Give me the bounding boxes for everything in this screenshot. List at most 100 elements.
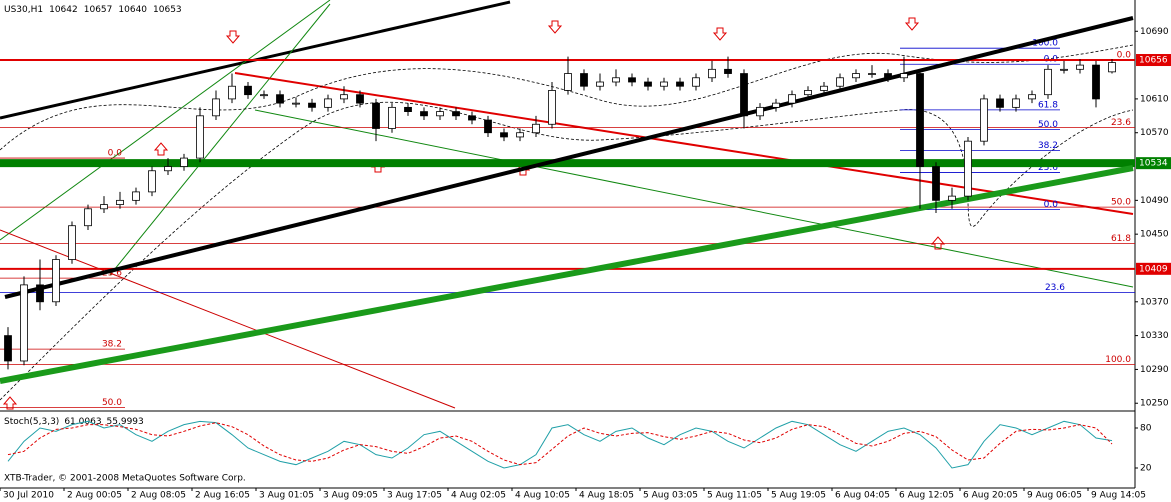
candle-body xyxy=(1012,98,1020,108)
fib-label: 23.6 xyxy=(1111,118,1131,128)
x-tick-label: 4 Aug 02:05 xyxy=(451,491,506,501)
y-tick-label: 10250 xyxy=(1140,399,1169,409)
y-tick-label: 10330 xyxy=(1140,331,1169,341)
x-tick-label: 3 Aug 01:05 xyxy=(259,491,314,501)
candle-body xyxy=(628,77,636,83)
x-tick-label: 6 Aug 12:05 xyxy=(899,491,954,501)
x-tick-label: 2 Aug 08:05 xyxy=(131,491,186,501)
level-label: 10656 xyxy=(1139,56,1168,66)
x-tick-label: 4 Aug 10:05 xyxy=(515,491,570,501)
x-tick-label: 6 Aug 04:05 xyxy=(835,491,890,501)
candle-body xyxy=(452,111,460,117)
candle-body xyxy=(68,225,76,260)
candle-body xyxy=(436,111,444,117)
candle-body xyxy=(52,259,60,303)
candle-body xyxy=(324,98,332,108)
candle-body xyxy=(676,81,684,87)
indicator-line xyxy=(7,422,1113,466)
candle-body xyxy=(1028,94,1036,100)
candle-body xyxy=(212,98,220,117)
candle-body xyxy=(196,115,204,159)
fib-label: 50.0 xyxy=(102,398,122,408)
candle-body xyxy=(500,132,508,138)
candle-body xyxy=(484,119,492,134)
x-tick-label: 30 Jul 2010 xyxy=(3,491,54,501)
x-tick-label: 3 Aug 17:05 xyxy=(387,491,442,501)
candle-body xyxy=(948,195,956,201)
fib-label: 23.6 xyxy=(102,269,122,279)
candle-body xyxy=(756,106,764,117)
fib-label: 100.0 xyxy=(1032,39,1058,49)
candle-body xyxy=(244,85,252,96)
candle-body xyxy=(884,73,892,79)
x-tick-label: 2 Aug 16:05 xyxy=(195,491,250,501)
x-tick-label: 5 Aug 11:05 xyxy=(707,491,762,501)
candle-body xyxy=(772,102,780,108)
candle-body xyxy=(180,157,188,167)
y-tick-label: 10490 xyxy=(1140,196,1169,206)
trend-line xyxy=(0,165,1134,384)
level-label: 10409 xyxy=(1139,264,1168,274)
x-tick-label: 4 Aug 18:05 xyxy=(579,491,634,501)
level-tag xyxy=(1136,157,1171,170)
chart-title: US30,H1 10642 10657 10640 10653 xyxy=(4,5,182,15)
candle-body xyxy=(788,94,796,104)
x-tick-label: 5 Aug 19:05 xyxy=(771,491,826,501)
candle-body xyxy=(868,73,876,75)
candle-body xyxy=(1092,64,1100,100)
fib-label: 23.6 xyxy=(1038,163,1058,173)
candle-body xyxy=(388,106,396,129)
fib-label: 61.8 xyxy=(1038,100,1058,110)
candle-body xyxy=(836,77,844,87)
y-tick-label: 10450 xyxy=(1140,230,1169,240)
candle-body xyxy=(84,208,92,227)
x-tick-label: 3 Aug 09:05 xyxy=(323,491,378,501)
candle-body xyxy=(420,111,428,117)
indicator-line xyxy=(7,420,1113,469)
candle-body xyxy=(980,98,988,142)
title-part: 10653 xyxy=(153,5,182,15)
title-part: US30,H1 xyxy=(4,5,43,15)
candle-body xyxy=(900,73,908,79)
candle-body xyxy=(516,132,524,138)
candle-body xyxy=(372,102,380,129)
copyright: XTB-Trader, © 2001-2008 MetaQuotes Softw… xyxy=(4,474,246,484)
x-tick-label: 6 Aug 20:05 xyxy=(963,491,1018,501)
title-part: 10657 xyxy=(84,5,113,15)
candle-body xyxy=(100,204,108,210)
x-tick-label: 2 Aug 00:05 xyxy=(67,491,122,501)
candle-body xyxy=(964,140,972,197)
candle-body xyxy=(20,284,28,362)
candle-body xyxy=(916,73,924,167)
x-tick-label: 9 Aug 06:05 xyxy=(1027,491,1082,501)
indicator-tick-label: 80 xyxy=(1140,424,1152,434)
indicator-title-part: 55.9993 xyxy=(107,417,144,427)
fib-label: 38.2 xyxy=(1038,141,1058,151)
candle-body xyxy=(340,94,348,100)
level-tag xyxy=(1136,262,1171,275)
indicator-tick-label: 20 xyxy=(1140,464,1152,474)
candle-body xyxy=(228,85,236,100)
x-tick-label: 9 Aug 14:05 xyxy=(1091,491,1146,501)
fib-label: 38.2 xyxy=(102,340,122,350)
candle-body xyxy=(468,115,476,121)
level-label: 10534 xyxy=(1139,159,1168,169)
indicator-title: Stoch(5,3,3) 61.0063 55.9993 xyxy=(4,417,144,427)
y-tick-label: 10570 xyxy=(1140,128,1169,138)
candle-body xyxy=(1076,64,1084,70)
candle-body xyxy=(596,81,604,87)
main-trend-lines xyxy=(0,16,1134,384)
candle-body xyxy=(148,170,156,193)
fib-label: 23.6 xyxy=(1045,283,1065,293)
candle-body xyxy=(116,199,124,205)
candle-body xyxy=(1108,62,1116,73)
fib-label: 0.0 xyxy=(1117,51,1132,61)
level-tag xyxy=(1136,54,1171,67)
candle-body xyxy=(4,335,12,362)
candle-body xyxy=(708,68,716,79)
candle-body xyxy=(164,166,172,172)
indicator-title-part: Stoch(5,3,3) xyxy=(4,417,59,427)
candle-body xyxy=(644,81,652,87)
indicator-title-part: 61.0063 xyxy=(64,417,101,427)
y-tick-label: 10690 xyxy=(1140,27,1169,37)
